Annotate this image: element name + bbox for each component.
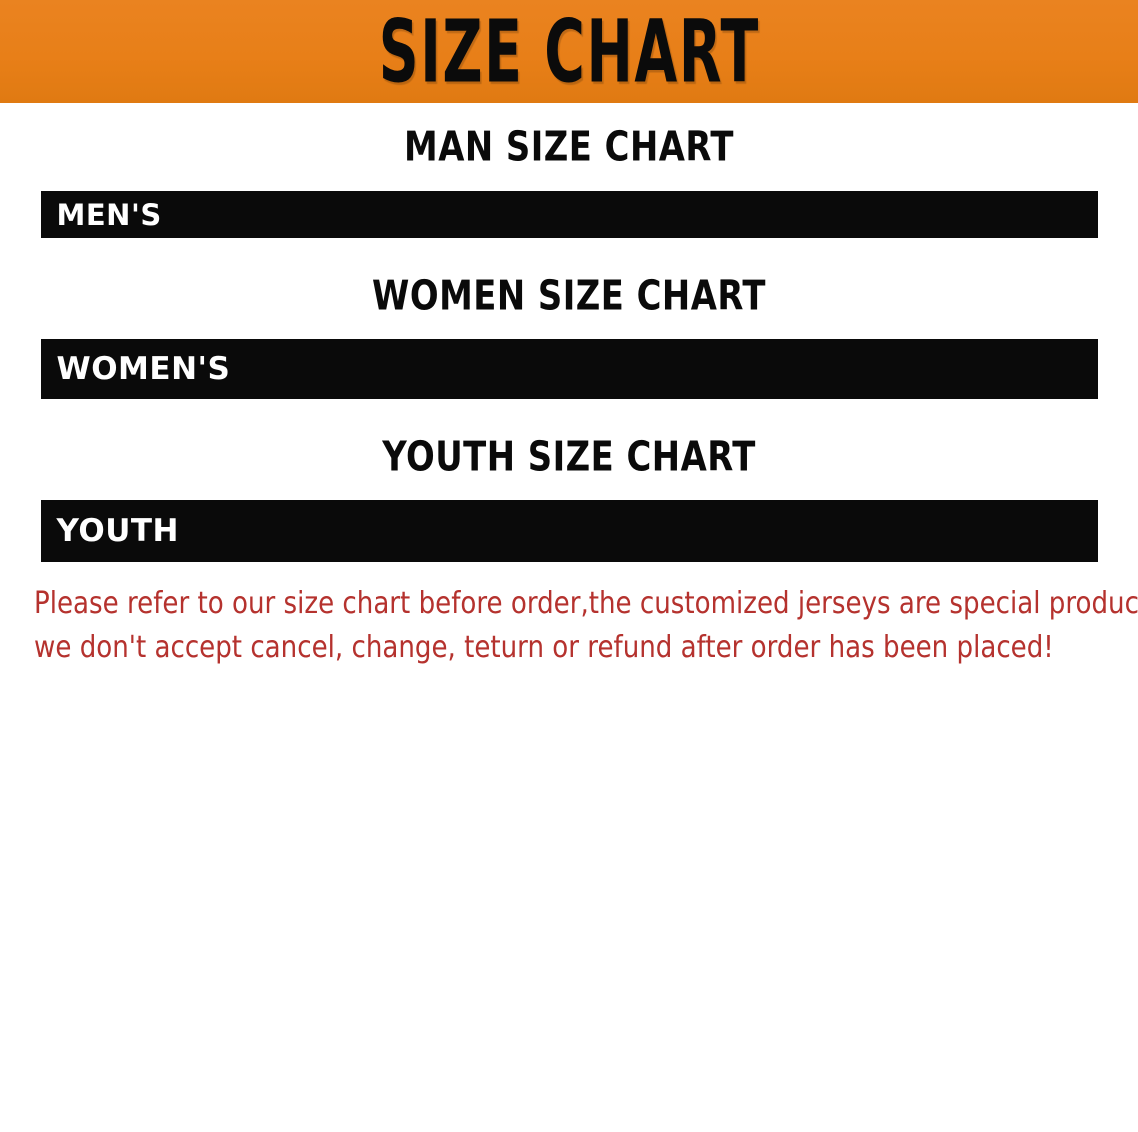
man-table-header: MEN'S	[40, 191, 1098, 238]
women-section-title: WOMEN SIZE CHART	[372, 273, 766, 320]
youth-size-table: YOUTH	[40, 500, 1098, 562]
page-title: SIZE CHART	[378, 0, 760, 103]
women-table-header: WOMEN'S	[40, 339, 1098, 399]
youth-section-title: YOUTH SIZE CHART	[382, 434, 756, 481]
man-size-table: MEN'S	[40, 191, 1098, 238]
man-section-title: MAN SIZE CHART	[404, 124, 734, 171]
man-brand-label: MEN'S	[56, 197, 162, 232]
youth-header-row: YOUTH	[40, 500, 1098, 562]
man-size-table-wrap: MEN'S	[40, 191, 1098, 238]
page-banner: SIZE CHART	[0, 0, 1138, 103]
women-brand-label: WOMEN'S	[56, 351, 231, 387]
order-policy-disclaimer: Please refer to our size chart before or…	[34, 582, 1138, 669]
youth-table-header: YOUTH	[40, 500, 1098, 562]
women-size-table: WOMEN'S	[40, 339, 1098, 399]
man-header-row: MEN'S	[40, 191, 1098, 238]
youth-brand-label: YOUTH	[56, 513, 179, 549]
disclaimer-line-2: we don't accept cancel, change, teturn o…	[34, 629, 1054, 665]
women-header-row: WOMEN'S	[40, 339, 1098, 399]
women-size-table-wrap: WOMEN'S	[40, 339, 1098, 399]
youth-size-table-wrap: YOUTH	[40, 500, 1098, 562]
disclaimer-line-1: Please refer to our size chart before or…	[34, 586, 1138, 621]
